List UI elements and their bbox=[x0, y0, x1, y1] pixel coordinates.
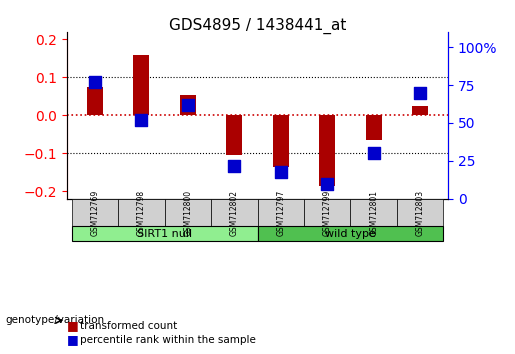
Text: percentile rank within the sample: percentile rank within the sample bbox=[80, 335, 256, 345]
Text: ■: ■ bbox=[67, 333, 79, 346]
Text: GSM712801: GSM712801 bbox=[369, 190, 378, 236]
Text: transformed count: transformed count bbox=[80, 321, 177, 331]
Bar bbox=[272, 115, 289, 167]
Text: GSM712803: GSM712803 bbox=[416, 190, 425, 236]
Text: GSM712769: GSM712769 bbox=[90, 190, 99, 236]
Bar bbox=[319, 115, 335, 185]
Bar bbox=[133, 55, 149, 115]
Text: SIRT1 null: SIRT1 null bbox=[137, 229, 192, 239]
Text: ■: ■ bbox=[67, 319, 79, 332]
FancyBboxPatch shape bbox=[258, 226, 443, 241]
Bar bbox=[87, 87, 103, 115]
FancyBboxPatch shape bbox=[72, 226, 258, 241]
Text: GSM712800: GSM712800 bbox=[183, 190, 192, 236]
Bar bbox=[366, 115, 382, 140]
Point bbox=[370, 150, 378, 156]
Point bbox=[416, 90, 424, 96]
Point bbox=[230, 163, 238, 169]
Point bbox=[137, 117, 145, 123]
Text: GSM712798: GSM712798 bbox=[137, 190, 146, 236]
FancyBboxPatch shape bbox=[118, 199, 165, 226]
FancyBboxPatch shape bbox=[72, 199, 118, 226]
FancyBboxPatch shape bbox=[211, 199, 258, 226]
FancyBboxPatch shape bbox=[350, 199, 397, 226]
Point bbox=[184, 102, 192, 108]
Point bbox=[91, 79, 99, 85]
FancyBboxPatch shape bbox=[304, 199, 350, 226]
Text: wild type: wild type bbox=[325, 229, 376, 239]
Text: GSM712802: GSM712802 bbox=[230, 190, 239, 236]
Point bbox=[277, 169, 285, 175]
Text: GSM712799: GSM712799 bbox=[323, 190, 332, 236]
Text: GSM712797: GSM712797 bbox=[276, 190, 285, 236]
FancyBboxPatch shape bbox=[397, 199, 443, 226]
Text: genotype/variation: genotype/variation bbox=[5, 315, 104, 325]
FancyBboxPatch shape bbox=[258, 199, 304, 226]
FancyBboxPatch shape bbox=[165, 199, 211, 226]
Bar bbox=[226, 115, 243, 155]
Text: GDS4895 / 1438441_at: GDS4895 / 1438441_at bbox=[169, 18, 346, 34]
Bar bbox=[412, 106, 428, 115]
Point bbox=[323, 181, 331, 187]
Bar bbox=[180, 95, 196, 115]
